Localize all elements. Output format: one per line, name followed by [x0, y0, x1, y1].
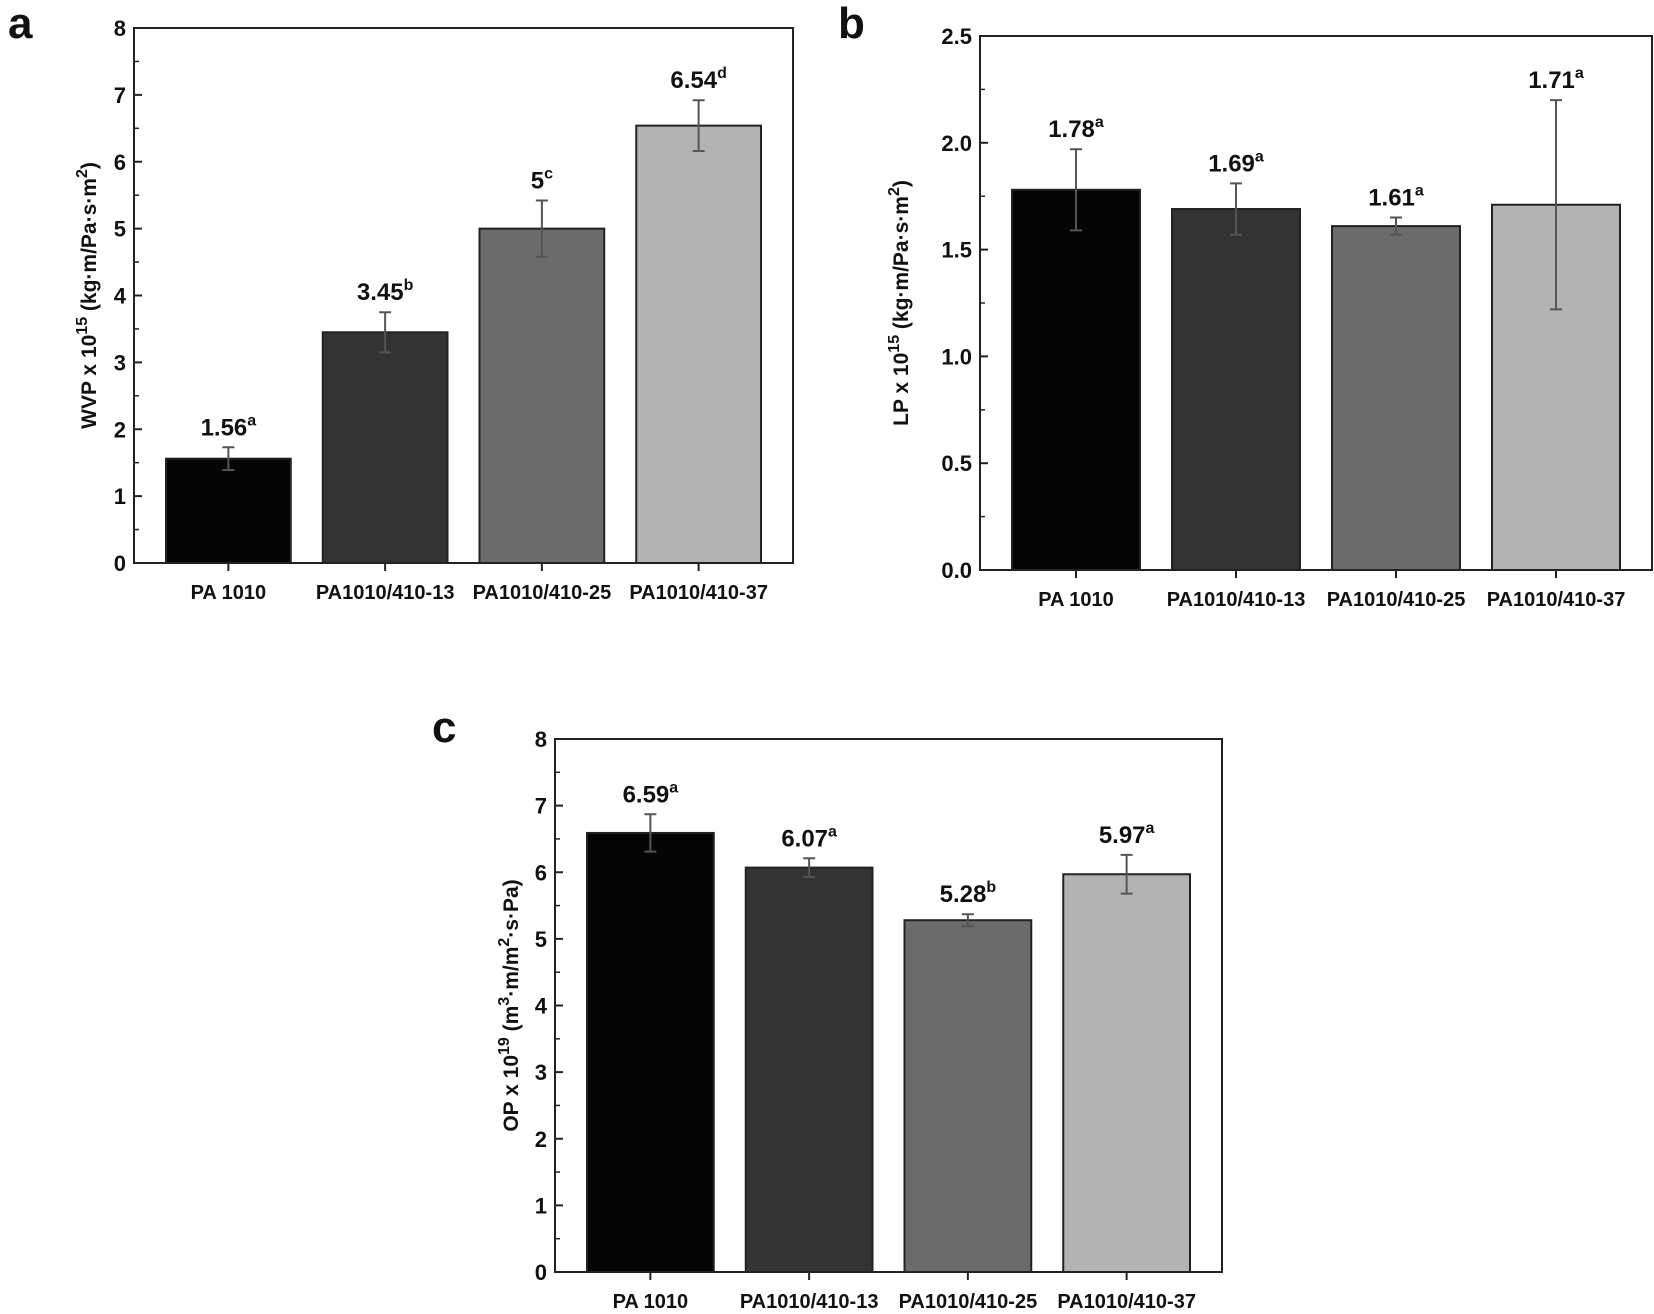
bar-value-label: 6.54d	[670, 65, 727, 94]
y-tick-label: 3	[535, 1060, 547, 1085]
y-tick-label: 7	[535, 794, 547, 819]
bar-value-label: 6.07a	[781, 823, 837, 852]
y-tick-label: 8	[535, 727, 547, 752]
error-bar	[222, 446, 235, 472]
bar	[744, 866, 874, 1273]
error-bar	[1550, 99, 1562, 311]
bar	[321, 331, 449, 564]
bar-value-label: 1.61a	[1368, 183, 1424, 212]
y-tick-label: 0.0	[941, 558, 972, 583]
y-axis-title: WVP x 1015 (kg·m/Pa·s·m2)	[74, 162, 101, 429]
error-bar	[535, 199, 548, 258]
y-tick-label: 1	[114, 484, 126, 509]
bar-value-label: 3.45b	[357, 277, 414, 306]
y-tick-label: 2.0	[941, 131, 972, 156]
panel-c-y-ticks: 0 1 2 3 4 5 6 7 8	[535, 727, 563, 1285]
y-tick-label: 4	[114, 284, 127, 309]
x-category-label: PA1010/410-13	[316, 582, 455, 604]
bar	[1171, 208, 1301, 572]
y-tick-label: 5	[535, 927, 547, 952]
y-tick-label: 1.0	[941, 344, 972, 369]
panel-a-bars: 1.56a PA 1010 3.45b PA1010/410-13 5c PA1010/4…	[165, 65, 768, 604]
y-tick-label: 6	[535, 860, 547, 885]
bar	[165, 457, 292, 564]
bar-value-label: 1.69a	[1208, 148, 1264, 177]
x-category-label: PA1010/410-13	[1167, 589, 1306, 611]
bar	[1062, 873, 1191, 1274]
panel-c-letter: c	[432, 703, 456, 752]
bar-value-label: 5.28b	[940, 879, 997, 908]
panel-c-y-axis-title: OP x 1019 (m3·m/m2·s·Pa)	[496, 879, 523, 1131]
bar-value-label: 1.78a	[1048, 114, 1104, 143]
y-tick-label: 2	[535, 1127, 547, 1152]
x-category-label: PA1010/410-25	[1327, 589, 1466, 611]
panel-b-letter: b	[838, 0, 865, 48]
error-bar	[1070, 148, 1082, 232]
panel-a-y-axis-title: WVP x 1015 (kg·m/Pa·s·m2)	[74, 162, 101, 429]
bar	[1011, 188, 1141, 572]
error-bar	[803, 857, 816, 878]
bar	[635, 124, 762, 564]
error-bar	[1120, 853, 1133, 895]
y-tick-label: 7	[114, 83, 126, 108]
panel-a-letter: a	[8, 0, 33, 48]
y-tick-label: 5	[114, 217, 126, 242]
bar	[1331, 225, 1461, 571]
bar-value-label: 1.56a	[201, 412, 257, 441]
panel-b-plot-frame	[979, 35, 1653, 571]
x-category-label: PA 1010	[191, 582, 267, 604]
y-tick-label: 8	[114, 16, 126, 41]
x-category-label: PA1010/410-37	[629, 582, 768, 604]
y-tick-label: 2	[114, 417, 126, 442]
y-axis-title: LP x 1015 (kg·m/Pa·s·m2)	[886, 180, 913, 426]
x-category-label: PA1010/410-13	[740, 1291, 879, 1313]
panel-a-y-ticks: 0 1 2 3 4 5 6 7 8	[114, 16, 142, 576]
x-category-label: PA1010/410-25	[899, 1291, 1038, 1313]
panel-b-y-axis-title: LP x 1015 (kg·m/Pa·s·m2)	[886, 180, 913, 426]
panel-c-plot-frame	[554, 738, 1223, 1273]
bar-value-label: 5.97a	[1099, 820, 1155, 849]
y-tick-label: 0	[114, 551, 126, 576]
bar-value-label: 5c	[531, 166, 553, 195]
bar-value-label: 6.59a	[623, 779, 679, 808]
y-tick-label: 6	[114, 150, 126, 175]
y-tick-label: 0	[535, 1260, 547, 1285]
panel-c-bars: 6.59a PA 1010 6.07a PA1010/410-13 5.28b PA101…	[586, 779, 1196, 1313]
error-bar	[692, 99, 705, 153]
y-tick-label: 1.5	[941, 238, 972, 263]
error-bar	[644, 813, 657, 853]
x-category-label: PA1010/410-37	[1487, 589, 1626, 611]
error-bar	[1390, 216, 1402, 236]
y-tick-label: 2.5	[941, 24, 972, 49]
y-tick-label: 3	[114, 350, 126, 375]
error-bar	[1230, 182, 1242, 236]
bar-value-label: 1.71a	[1528, 65, 1584, 94]
error-bar	[379, 311, 392, 354]
panel-c-chart: c OP x 1019 (m3·m/m2·s·Pa) 0 1 2 3 4 5 6 7 8 6.5…	[432, 703, 1223, 1313]
x-category-label: PA1010/410-25	[473, 582, 612, 604]
bar	[478, 227, 606, 564]
y-tick-label: 4	[535, 994, 548, 1019]
bar	[586, 831, 715, 1273]
panel-b-chart: b LP x 1015 (kg·m/Pa·s·m2) 0.0 0.5 1.0 1.5 2…	[838, 0, 1653, 611]
y-tick-label: 1	[535, 1193, 547, 1218]
panel-a-plot-frame	[133, 27, 794, 564]
x-category-label: PA 1010	[613, 1291, 689, 1313]
panel-b-y-ticks: 0.0 0.5 1.0 1.5 2.0 2.5	[941, 24, 988, 583]
y-tick-label: 0.5	[941, 451, 972, 476]
x-category-label: PA 1010	[1038, 589, 1114, 611]
error-bar	[961, 913, 974, 928]
y-axis-title: OP x 1019 (m3·m/m2·s·Pa)	[496, 879, 523, 1131]
x-category-label: PA1010/410-37	[1057, 1291, 1196, 1313]
panel-a-chart: a WVP x 1015 (kg·m/Pa·s·m2) 0 1 2 3 4 5 6 7 8 1.…	[8, 0, 794, 604]
bar	[903, 919, 1033, 1273]
panel-b-bars: 1.78a PA 1010 1.69a PA1010/410-13 1.61a PA101…	[1011, 65, 1626, 611]
